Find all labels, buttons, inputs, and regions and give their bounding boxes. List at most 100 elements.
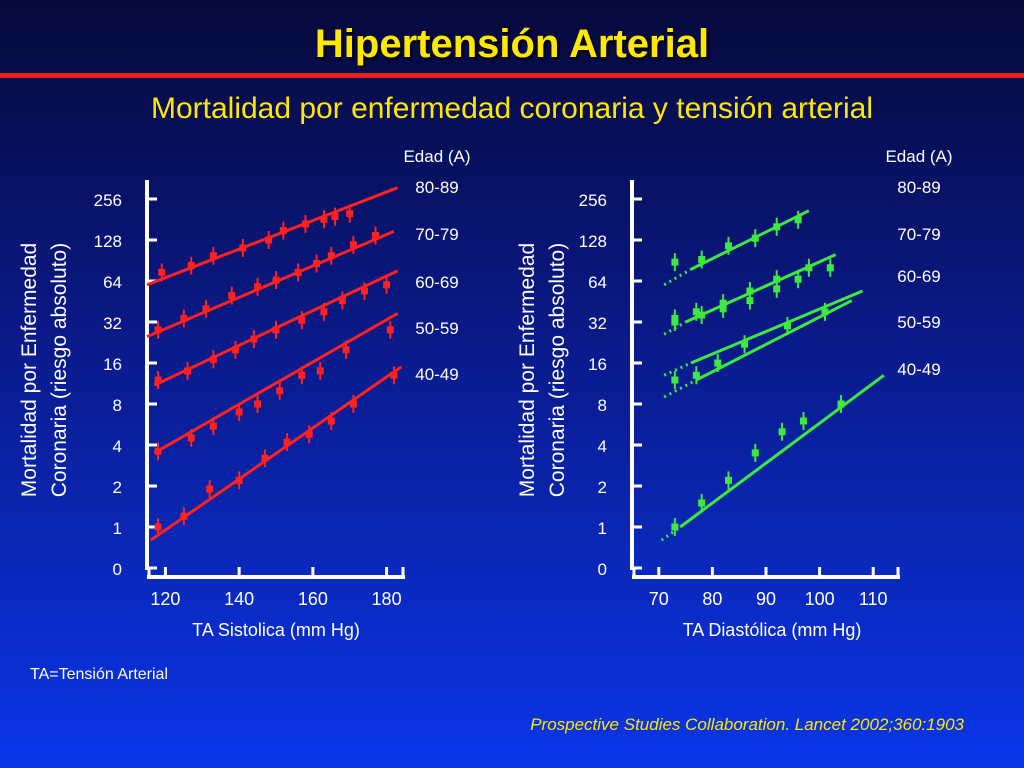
data-point: [235, 408, 243, 416]
data-point: [235, 476, 243, 484]
y-tick-label: 128: [94, 232, 122, 251]
legend-label-40-49: 40-49: [897, 360, 940, 379]
y-axis-title-line2: Coronaria (riesgo absoluto): [546, 243, 569, 497]
data-point: [800, 417, 808, 425]
legend-title: Edad (A): [403, 147, 470, 166]
data-point: [158, 268, 166, 276]
data-point: [239, 244, 247, 252]
data-point: [783, 322, 791, 330]
x-tick-label: 140: [224, 589, 254, 609]
data-point: [692, 308, 700, 316]
series-60-69: [153, 269, 399, 390]
series-dotted-extension: [663, 268, 692, 287]
data-point: [180, 512, 188, 520]
data-point: [272, 276, 280, 284]
data-point: [773, 223, 781, 231]
series-fit-line: [690, 209, 810, 271]
x-tick-label: 110: [859, 589, 888, 609]
data-point: [209, 422, 217, 430]
data-point: [202, 305, 210, 313]
data-point: [276, 387, 284, 395]
y-tick-label: 8: [598, 396, 607, 415]
data-point: [184, 367, 192, 375]
data-point: [294, 268, 302, 276]
data-point: [751, 234, 759, 242]
data-point: [724, 242, 732, 250]
legend-label-80-89: 80-89: [897, 178, 940, 197]
series-dotted-extension: [663, 378, 698, 399]
series-50-59: [153, 312, 399, 461]
y-axis-title-line1: Mortalidad por Enfermedad: [18, 243, 41, 497]
x-tick-label: 80: [702, 589, 722, 609]
x-tick-label: 160: [298, 589, 328, 609]
legend-label-60-69: 60-69: [415, 273, 458, 292]
data-point: [320, 215, 328, 223]
data-point: [746, 297, 754, 305]
data-point: [349, 241, 357, 249]
data-point: [154, 376, 162, 384]
legend-label-50-59: 50-59: [415, 319, 458, 338]
data-point: [826, 264, 834, 272]
data-point: [206, 485, 214, 493]
data-point: [228, 292, 236, 300]
y-tick-label: 128: [579, 232, 607, 251]
series-dotted-extension: [663, 361, 692, 377]
legend-label-40-49: 40-49: [415, 365, 458, 384]
source-citation: Prospective Studies Collaboration. Lance…: [530, 715, 964, 734]
data-point: [154, 447, 162, 455]
data-point: [331, 213, 339, 221]
y-tick-label: 4: [113, 437, 122, 456]
data-point: [741, 340, 749, 348]
legend-label-80-89: 80-89: [415, 178, 458, 197]
y-tick-label: 256: [579, 191, 607, 210]
y-tick-label: 32: [588, 314, 607, 333]
data-point: [671, 523, 679, 531]
series-fit-line: [679, 374, 885, 529]
y-tick-label: 256: [94, 191, 122, 210]
data-point: [283, 438, 291, 446]
data-point: [154, 326, 162, 334]
x-tick-label: 120: [150, 589, 180, 609]
data-point: [187, 434, 195, 442]
x-tick-label: 100: [805, 589, 835, 609]
legend-title: Edad (A): [885, 147, 952, 166]
title-rule: [0, 73, 1024, 78]
y-tick-label: 4: [598, 437, 607, 456]
y-tick-label: 2: [598, 478, 607, 497]
data-point: [338, 297, 346, 305]
series-fit-line: [146, 186, 399, 287]
data-point: [209, 252, 217, 260]
footnote-ta-definition: TA=Tensión Arterial: [30, 666, 168, 683]
data-point: [272, 326, 280, 334]
x-axis-title: TA Sistolica (mm Hg): [192, 620, 360, 640]
x-tick-label: 90: [756, 589, 776, 609]
data-point: [372, 232, 380, 240]
series-fit-line: [153, 312, 399, 455]
data-point: [386, 326, 394, 334]
series-80-89: [146, 186, 399, 287]
series-80-89: [663, 209, 810, 287]
data-point: [231, 346, 239, 354]
y-axis-title-line1: Mortalidad por Enfermedad: [516, 243, 539, 497]
data-point: [692, 371, 700, 379]
data-point: [778, 428, 786, 436]
data-point: [746, 287, 754, 295]
y-tick-label: 1: [598, 519, 607, 538]
data-point: [773, 285, 781, 293]
data-point: [349, 400, 357, 408]
data-point: [794, 275, 802, 283]
data-point: [671, 376, 679, 384]
data-point: [254, 400, 262, 408]
y-tick-label: 64: [103, 273, 122, 292]
data-point: [305, 430, 313, 438]
data-point: [719, 305, 727, 313]
legend-label-60-69: 60-69: [897, 267, 940, 286]
data-point: [301, 220, 309, 228]
data-point: [390, 371, 398, 379]
data-point: [698, 499, 706, 507]
data-point: [298, 371, 306, 379]
data-point: [383, 281, 391, 289]
data-point: [187, 262, 195, 270]
data-point: [209, 355, 217, 363]
data-point: [671, 318, 679, 326]
